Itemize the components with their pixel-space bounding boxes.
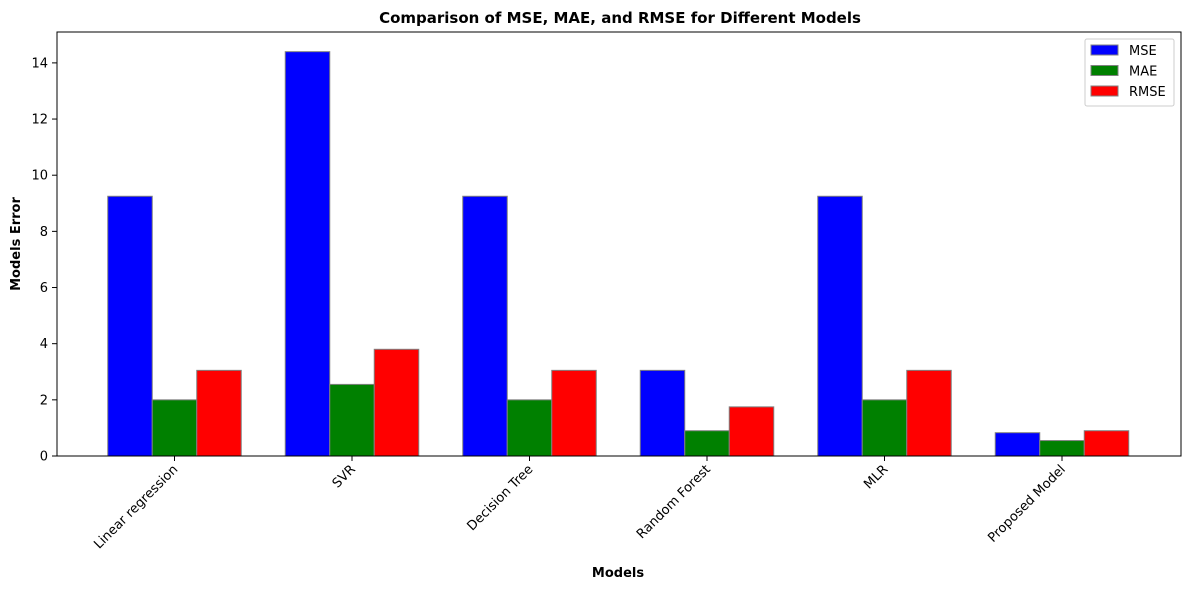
y-tick-label: 14 xyxy=(31,56,48,71)
chart-title: Comparison of MSE, MAE, and RMSE for Dif… xyxy=(379,9,861,27)
y-tick-label: 10 xyxy=(31,169,48,184)
x-tick-label: Random Forest xyxy=(634,462,714,542)
y-tick-label: 8 xyxy=(40,225,48,240)
x-tick-label: Proposed Model xyxy=(985,462,1068,545)
bar-rmse-2 xyxy=(551,369,597,457)
bar-mse-5 xyxy=(994,432,1041,457)
bar-mae-1 xyxy=(329,383,375,457)
y-tick-label: 12 xyxy=(31,113,48,128)
bar-mae-3 xyxy=(684,430,730,457)
bar-mse-1 xyxy=(284,51,331,457)
bar-rmse-0 xyxy=(196,369,242,457)
y-tick-label: 4 xyxy=(40,337,48,352)
legend-swatch-mae xyxy=(1090,65,1119,76)
legend-swatch-mse xyxy=(1090,44,1119,56)
x-tick-label: Linear regression xyxy=(91,462,181,552)
bar-rmse-1 xyxy=(373,348,420,457)
bar-rmse-3 xyxy=(728,406,775,457)
y-tick-label: 6 xyxy=(40,281,48,296)
plot-frame xyxy=(56,31,1182,457)
y-tick-label: 2 xyxy=(40,393,48,408)
bar-mae-5 xyxy=(1039,440,1085,457)
x-tick-label: Decision Tree xyxy=(465,462,537,534)
y-axis: 0 2 4 6 8 10 12 14 xyxy=(31,56,57,465)
bar-mae-2 xyxy=(506,399,553,457)
bar-mae-0 xyxy=(151,399,198,457)
bar-rmse-5 xyxy=(1083,430,1130,457)
x-axis: Linear regression SVR Decision Tree Random … xyxy=(91,456,1069,552)
bar-rmse-4 xyxy=(906,369,952,457)
legend-label-rmse: RMSE xyxy=(1129,85,1166,100)
y-tick-label: 0 xyxy=(40,450,48,465)
bar-mse-0 xyxy=(107,195,153,457)
legend: MSE MAE RMSE xyxy=(1084,38,1175,107)
y-axis-label: Models Error xyxy=(9,197,24,291)
x-tick-label: MLR xyxy=(861,462,891,492)
legend-swatch-rmse xyxy=(1090,85,1119,97)
x-axis-label: Models xyxy=(592,566,644,581)
bar-mae-4 xyxy=(861,399,908,457)
bars-group xyxy=(107,51,1130,457)
x-tick-label: SVR xyxy=(330,462,359,491)
bar-mse-4 xyxy=(817,195,863,457)
legend-label-mse: MSE xyxy=(1129,44,1157,59)
bar-mse-2 xyxy=(462,195,508,457)
legend-label-mae: MAE xyxy=(1129,65,1157,80)
bar-mse-3 xyxy=(639,369,686,457)
